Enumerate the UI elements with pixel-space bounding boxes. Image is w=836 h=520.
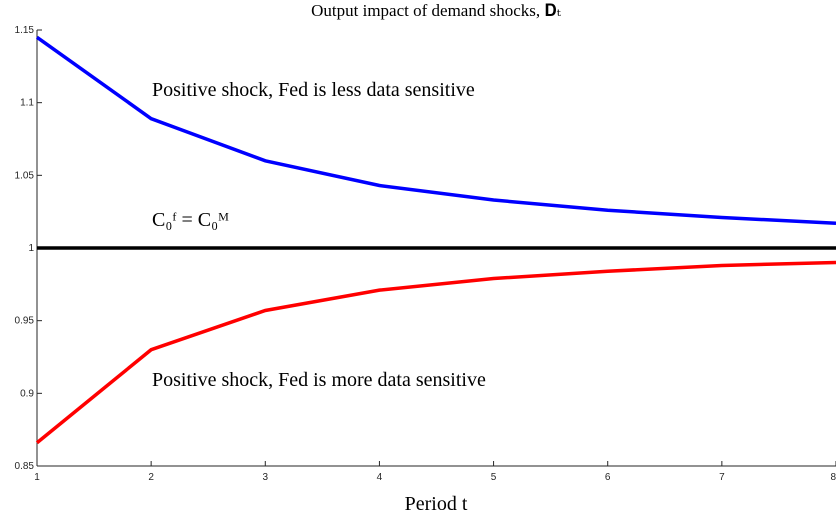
x-tick-label: 5 [491, 472, 497, 483]
annotation: Positive shock, Fed is more data sensiti… [152, 369, 486, 391]
x-tick-label: 7 [719, 472, 725, 483]
x-tick-label: 4 [377, 472, 383, 483]
annotation: C₀ᶠ = C₀ᴹ [152, 209, 229, 231]
y-tick-label: 1.15 [15, 25, 35, 36]
x-axis-label: Period t [405, 493, 468, 515]
x-tick-label: 2 [148, 472, 154, 483]
y-tick-label: 0.9 [20, 388, 34, 399]
y-tick-label: 0.85 [15, 461, 35, 472]
series-line [35, 35, 836, 226]
chart-title: Output impact of demand shocks, 𝐃ₜ [311, 1, 562, 20]
x-tick-label: 8 [830, 472, 836, 483]
series-line [35, 260, 836, 445]
y-tick-label: 1.05 [15, 170, 35, 181]
y-tick-label: 1 [28, 243, 34, 254]
y-tick-label: 0.95 [15, 316, 35, 327]
x-tick-label: 6 [605, 472, 611, 483]
x-tick-label: 3 [263, 472, 269, 483]
x-tick-label: 1 [34, 472, 40, 483]
annotation: Positive shock, Fed is less data sensiti… [152, 79, 475, 101]
y-tick-label: 1.1 [20, 98, 34, 109]
